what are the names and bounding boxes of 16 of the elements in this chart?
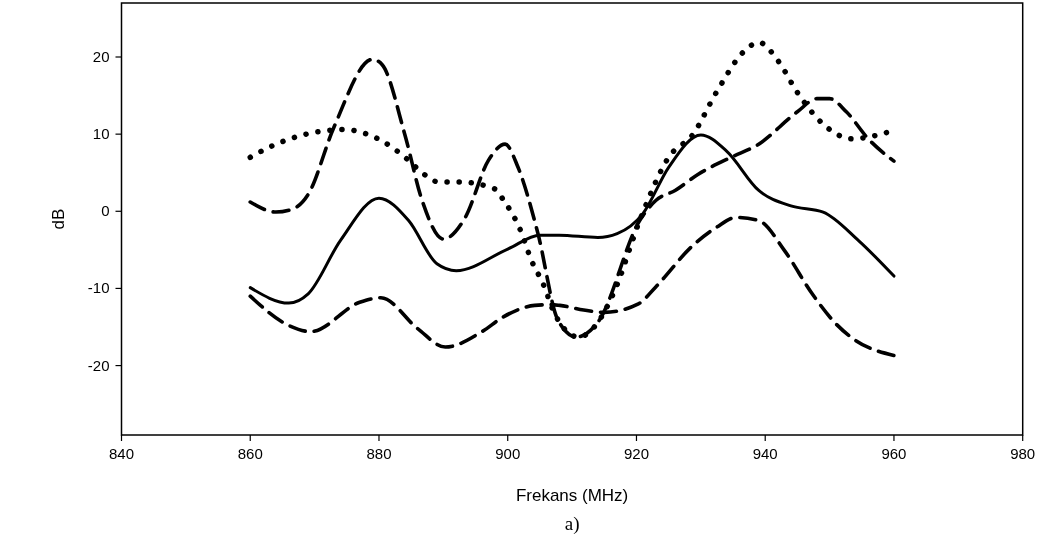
x-tick-label: 940	[752, 445, 778, 462]
text: a)	[564, 513, 580, 535]
x-tick-label: 980	[1010, 445, 1036, 462]
y-tick-label: 10	[92, 125, 110, 143]
x-tick-label: 860	[237, 445, 263, 462]
y-tick-label: 20	[92, 48, 110, 65]
x-axis-title: Frekans (MHz)	[515, 486, 629, 505]
y-tick-label: 0	[101, 202, 110, 220]
x-tick-label: 900	[495, 445, 521, 462]
y-tick-label: -20	[87, 356, 110, 374]
x-tick-label: 840	[108, 445, 135, 462]
x-tick-label: 960	[881, 445, 907, 462]
x-tick-label: 920	[623, 445, 649, 462]
y-axis-title: dB	[48, 208, 68, 230]
x-tick-label: 880	[366, 445, 392, 462]
y-tick-label: -10	[87, 279, 110, 297]
